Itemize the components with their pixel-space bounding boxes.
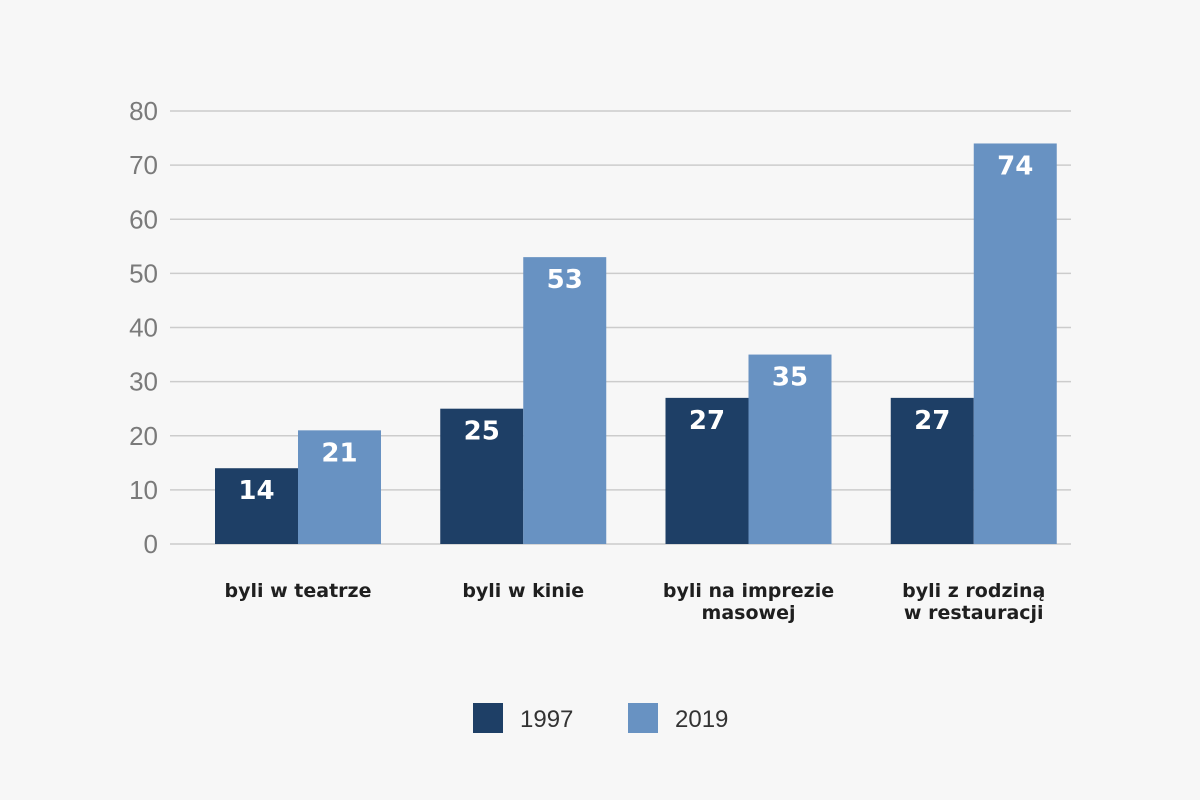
category-label: w restauracji: [904, 602, 1044, 624]
y-tick-label: 50: [129, 258, 158, 288]
y-tick-label: 30: [129, 367, 158, 397]
bar-1997: [215, 468, 298, 544]
data-label: 21: [321, 438, 357, 468]
category-label: byli na imprezie: [663, 580, 834, 602]
y-tick-label: 70: [129, 150, 158, 180]
data-label: 27: [689, 406, 725, 436]
data-label: 74: [997, 151, 1033, 181]
data-label: 25: [464, 417, 500, 447]
y-tick-label: 40: [129, 313, 158, 343]
y-tick-label: 20: [129, 421, 158, 451]
bar-1997: [890, 397, 974, 544]
bar-1997: [665, 397, 749, 544]
y-tick-label: 10: [129, 475, 158, 505]
y-tick-label: 80: [129, 96, 158, 126]
y-tick-label: 60: [129, 204, 158, 234]
category-label: masowej: [702, 602, 796, 624]
bar-2019: [748, 354, 832, 544]
legend-swatch-1997: [473, 703, 503, 733]
data-label: 53: [547, 265, 583, 295]
bar-1997: [440, 408, 524, 544]
y-tick-label: 0: [144, 529, 158, 559]
bar-2019: [523, 257, 607, 544]
data-label: 27: [914, 406, 950, 436]
legend-label: 1997: [520, 706, 573, 733]
bar-2019: [298, 430, 381, 544]
category-label: byli w kinie: [462, 580, 584, 602]
data-label: 14: [238, 476, 274, 506]
legend-label: 2019: [675, 706, 728, 733]
data-label: 35: [772, 363, 808, 393]
legend-swatch-2019: [628, 703, 658, 733]
category-label: byli z rodziną: [902, 580, 1045, 602]
bar-2019: [973, 143, 1057, 544]
category-label: byli w teatrze: [225, 580, 372, 602]
